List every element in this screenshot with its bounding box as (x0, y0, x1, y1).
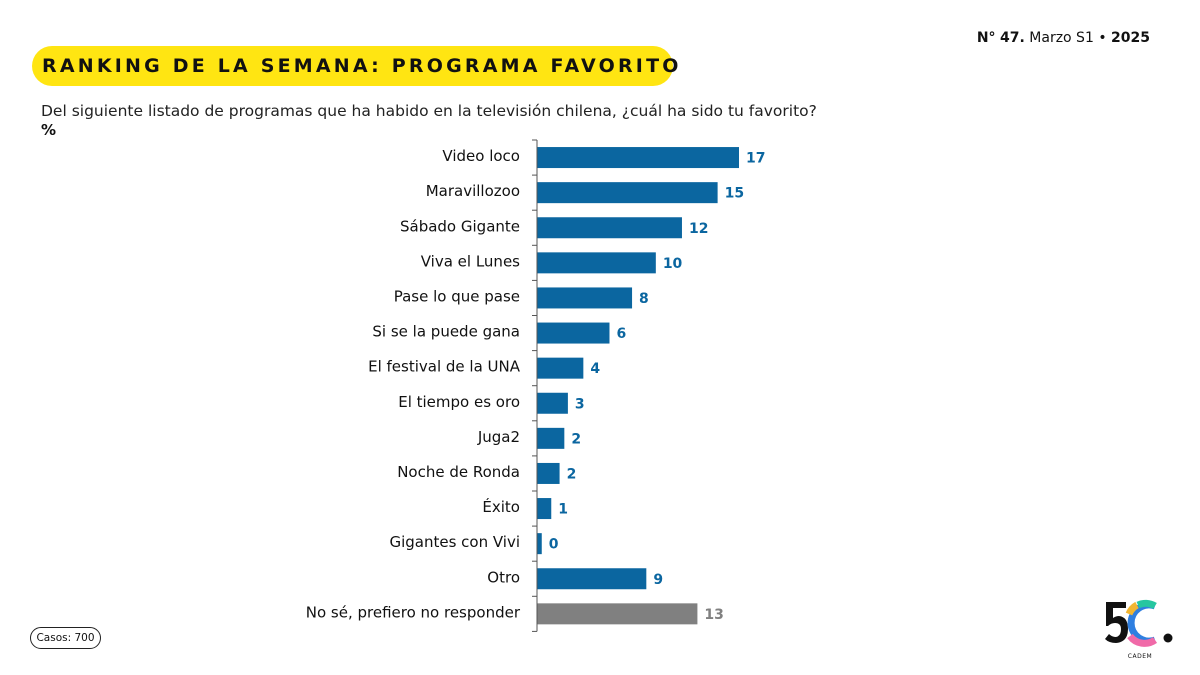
data-label: 4 (590, 361, 600, 377)
bar (537, 322, 610, 344)
category-label: Maravillozoo (426, 182, 520, 200)
page-title: RANKING DE LA SEMANA: PROGRAMA FAVORITO (42, 55, 682, 77)
bar (537, 147, 739, 169)
bar (537, 392, 568, 414)
bar (537, 427, 565, 449)
bar (537, 568, 647, 590)
cases-badge: Casos: 700 (30, 627, 101, 649)
data-label: 9 (653, 572, 663, 588)
category-label: Gigantes con Vivi (389, 533, 520, 551)
data-label: 1 (558, 502, 568, 518)
bar (537, 533, 542, 555)
bar (537, 498, 552, 520)
data-label: 2 (571, 431, 581, 447)
survey-question: Del siguiente listado de programas que h… (41, 102, 817, 120)
category-label: No sé, prefiero no responder (306, 603, 521, 621)
logo-caption: CADEM (1128, 653, 1152, 660)
bar (537, 287, 633, 309)
category-label: Otro (487, 568, 520, 586)
data-label: 6 (616, 326, 626, 342)
category-label: Si se la puede gana (372, 323, 520, 341)
bar (537, 462, 560, 484)
edition-info: N° 47. Marzo S1 • 2025 (977, 30, 1150, 46)
data-label: 12 (689, 221, 708, 237)
data-label: 10 (663, 256, 683, 272)
data-label: 15 (725, 186, 744, 202)
data-label: 17 (746, 151, 765, 167)
bar (537, 182, 718, 204)
logo-mark (1105, 599, 1173, 647)
bar (537, 357, 584, 379)
cases-label: Casos: 700 (36, 632, 95, 644)
category-label: El festival de la UNA (368, 358, 521, 376)
category-label: Pase lo que pase (394, 287, 520, 305)
data-label: 3 (575, 396, 585, 412)
edition-year: 2025 (1111, 30, 1150, 46)
cadem-logo: CADEM (1105, 599, 1173, 660)
category-label: Video loco (442, 147, 520, 165)
category-label: Sábado Gigante (400, 217, 520, 235)
title-banner: RANKING DE LA SEMANA: PROGRAMA FAVORITO (32, 46, 678, 86)
bar (537, 252, 656, 274)
bar (537, 603, 698, 625)
edition-prefix: N° (976, 30, 996, 46)
category-label: Viva el Lunes (421, 252, 520, 270)
data-label: 13 (704, 607, 723, 623)
category-label: Éxito (482, 497, 520, 516)
category-label: Juga2 (477, 428, 520, 446)
bar (537, 217, 682, 239)
edition-month: Marzo S1 (1029, 30, 1094, 46)
category-label: El tiempo es oro (398, 393, 520, 411)
data-label: 0 (549, 537, 559, 553)
data-label: 8 (639, 291, 649, 307)
data-label: 2 (567, 466, 577, 482)
unit-label: % (41, 121, 57, 139)
edition-number: 47. (1000, 30, 1025, 46)
edition-separator: • (1098, 30, 1107, 46)
category-label: Noche de Ronda (397, 463, 520, 481)
